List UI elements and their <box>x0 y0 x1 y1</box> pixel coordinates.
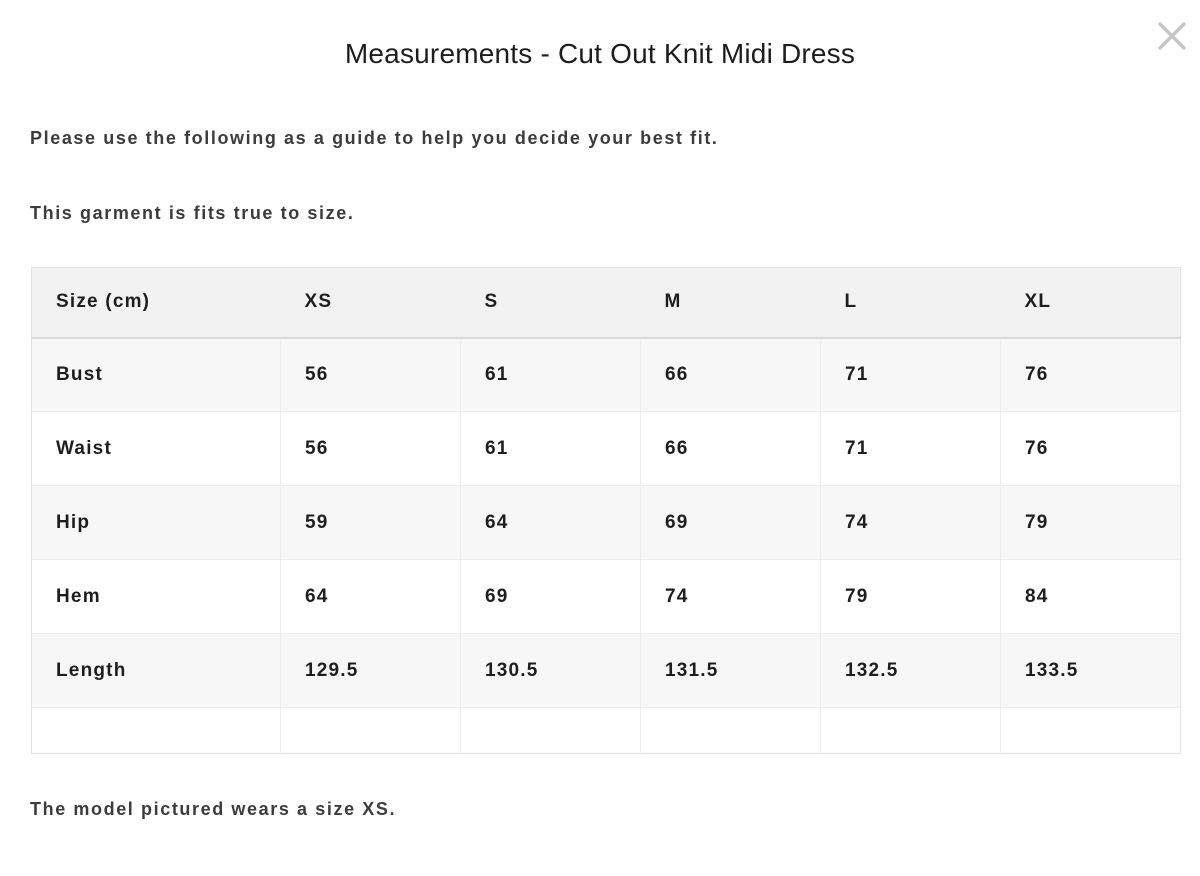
cell-value: 64 <box>460 485 641 560</box>
cell-value <box>460 707 641 754</box>
cell-value: 129.5 <box>280 633 461 708</box>
cell-value <box>1000 707 1181 754</box>
cell-value: 59 <box>280 485 461 560</box>
column-header-xs: XS <box>280 267 461 339</box>
cell-value: 69 <box>460 559 641 634</box>
column-header-size-cm: Size (cm) <box>31 267 281 339</box>
intro-text: Please use the following as a guide to h… <box>30 128 719 148</box>
size-table-header-row: Size (cm) XS S M L XL <box>31 267 1181 339</box>
cell-value: 133.5 <box>1000 633 1181 708</box>
fit-note-text: This garment is fits true to size. <box>30 203 355 223</box>
close-icon <box>1155 19 1189 53</box>
table-row-bust: Bust 56 61 66 71 76 <box>31 337 1181 412</box>
row-label: Hem <box>31 559 281 634</box>
cell-value: 74 <box>820 485 1001 560</box>
cell-value: 61 <box>460 411 641 486</box>
cell-value <box>280 707 461 754</box>
cell-value: 64 <box>280 559 461 634</box>
cell-value: 132.5 <box>820 633 1001 708</box>
cell-value: 66 <box>640 411 821 486</box>
cell-value: 79 <box>820 559 1001 634</box>
size-table: Size (cm) XS S M L XL Bust 56 61 66 71 7… <box>31 267 1181 754</box>
size-guide-modal: Measurements - Cut Out Knit Midi Dress P… <box>0 22 1200 876</box>
column-header-m: M <box>640 267 821 339</box>
cell-value <box>820 707 1001 754</box>
size-table-container: Size (cm) XS S M L XL Bust 56 61 66 71 7… <box>31 267 1181 754</box>
table-row-length: Length 129.5 130.5 131.5 132.5 133.5 <box>31 633 1181 708</box>
cell-value <box>640 707 821 754</box>
modal-title: Measurements - Cut Out Knit Midi Dress <box>344 38 856 69</box>
row-label <box>31 707 281 754</box>
column-header-l: L <box>820 267 1001 339</box>
cell-value: 84 <box>1000 559 1181 634</box>
table-row-hem: Hem 64 69 74 79 84 <box>31 559 1181 634</box>
row-label: Bust <box>31 337 281 412</box>
cell-value: 66 <box>640 337 821 412</box>
table-row-waist: Waist 56 61 66 71 76 <box>31 411 1181 486</box>
cell-value: 71 <box>820 337 1001 412</box>
cell-value: 131.5 <box>640 633 821 708</box>
cell-value: 61 <box>460 337 641 412</box>
cell-value: 56 <box>280 337 461 412</box>
close-button[interactable] <box>1155 19 1189 53</box>
table-row-hip: Hip 59 64 69 74 79 <box>31 485 1181 560</box>
cell-value: 76 <box>1000 337 1181 412</box>
cell-value: 56 <box>280 411 461 486</box>
cell-value: 69 <box>640 485 821 560</box>
column-header-s: S <box>460 267 641 339</box>
row-label: Waist <box>31 411 281 486</box>
cell-value: 71 <box>820 411 1001 486</box>
column-header-xl: XL <box>1000 267 1181 339</box>
cell-value: 79 <box>1000 485 1181 560</box>
table-row-empty <box>31 707 1181 754</box>
model-size-note: The model pictured wears a size XS. <box>30 799 397 819</box>
cell-value: 74 <box>640 559 821 634</box>
row-label: Length <box>31 633 281 708</box>
cell-value: 76 <box>1000 411 1181 486</box>
cell-value: 130.5 <box>460 633 641 708</box>
row-label: Hip <box>31 485 281 560</box>
